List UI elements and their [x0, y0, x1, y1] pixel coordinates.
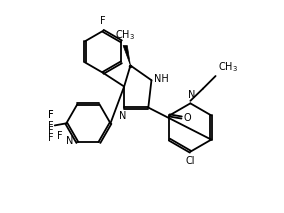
Text: O: O [184, 112, 191, 122]
Text: F
F
F: F F F [48, 110, 54, 143]
Text: CH$_3$: CH$_3$ [115, 28, 135, 42]
Text: F: F [57, 131, 62, 141]
Text: NH: NH [154, 74, 169, 84]
Text: F: F [48, 127, 54, 137]
Text: Cl: Cl [186, 156, 195, 166]
Text: N: N [66, 136, 74, 146]
Polygon shape [123, 46, 130, 66]
Text: N: N [188, 90, 195, 100]
Text: F: F [48, 110, 54, 120]
Text: CH$_3$: CH$_3$ [218, 60, 238, 74]
Text: F: F [100, 16, 106, 26]
Text: N: N [119, 111, 126, 121]
